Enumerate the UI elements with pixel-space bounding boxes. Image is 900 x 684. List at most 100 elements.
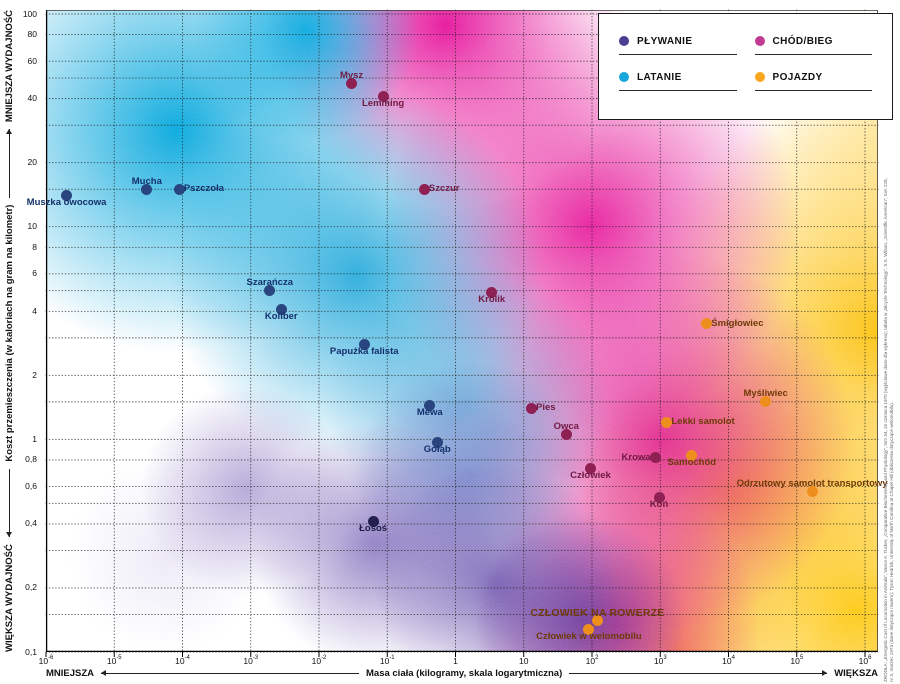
data-point: Śmigłowiec [701,318,764,330]
data-point-label: Śmigłowiec [711,317,764,329]
data-point-label: Koliber [264,310,298,322]
data-point-label: Łosoś [359,523,388,535]
legend-label: LATANIE [637,71,682,83]
data-point-label: Samochód [667,456,717,468]
legend-item-pojazdy: POJAZDY [754,64,872,91]
data-point-label: Muszka owocowa [26,197,107,209]
x-axis-max-direction-label: WIĘKSZA [834,667,879,679]
x-tick-label: 105 [790,655,804,666]
data-point: Krowa [622,452,661,464]
y-tick-label: 80 [27,29,37,40]
x-tick-label: 106 [858,655,872,666]
y-axis-tick-labels: 100 80 60 40 20 10 8 6 4 2 1 0,8 0,6 0,4 0,2 0,1 [0,8,44,656]
data-point: Koliber [265,303,298,321]
data-point: Pies [526,402,556,414]
data-point: Szarańcza [247,278,293,297]
y-tick-label: 40 [27,93,37,104]
data-point-label: Mysz [339,70,364,82]
data-point: Człowiek w welomobilu [536,623,642,641]
x-tick-label: 10-2 [311,655,327,666]
legend-item-latanie: LATANIE [619,64,737,91]
data-point-label: CZŁOWIEK NA ROWERZE [530,607,665,620]
legend-dot-icon [619,72,629,82]
data-point-label: Człowiek [570,469,611,481]
data-point: Owca [554,422,579,441]
right-arrow-icon [569,670,828,676]
data-point-label: Odrzutowy samolot transportowy [736,477,888,489]
legend-label: POJAZDY [772,71,823,83]
x-tick-label: 10-6 [38,655,54,666]
y-tick-label: 0,6 [25,481,37,491]
data-point: Papużka falista [330,338,399,356]
data-point: CZŁOWIEK NA ROWERZE [530,608,664,627]
y-tick-label: 8 [32,241,37,252]
x-tick-label: 102 [585,655,599,666]
data-point: Lemming [362,90,404,108]
x-tick-label: 1 [453,656,458,666]
legend-dot-icon [754,72,765,82]
y-tick-label: 6 [32,268,37,279]
data-point-label: Papużka falista [329,345,399,357]
data-point: Muszka owocowa [27,190,106,208]
y-tick-label: 1 [32,433,37,444]
data-point-label: Pszczoła [183,183,225,195]
x-tick-label: 10-1 [379,655,395,666]
y-tick-label: 0,1 [25,646,37,657]
data-point: Gołąb [424,436,451,454]
data-point-label: Szarańcza [246,277,294,289]
data-point: Myśliwiec [743,389,788,408]
data-point-label: Mucha [131,175,162,187]
x-axis-label: Masa ciała (kilogramy, skala logarytmicz… [366,667,563,679]
y-tick-label: 4 [32,305,37,316]
x-tick-label: 10-4 [175,655,190,666]
x-tick-label: 103 [653,655,667,666]
data-point: Królik [478,287,505,305]
data-point: Koń [650,492,668,510]
source-attribution: ŹRÓDŁA: „Energetic Cost of Locomotion in… [883,178,894,682]
legend-dot-icon [754,36,765,46]
x-axis-min-direction-label: MNIEJSZA [46,667,95,679]
legend: PŁYWANIE CHÓD/BIEG LATANIE POJAZDY [598,13,893,120]
y-tick-label: 10 [27,221,37,232]
data-point-label: Krowa [621,451,651,463]
data-point-label: Człowiek w welomobilu [536,630,642,642]
data-point: Lekki samolot [661,416,735,428]
data-point: Samochód [668,449,716,467]
legend-dot-icon [619,36,629,46]
data-point-label: Pies [536,402,556,414]
data-point-label: Owca [553,421,579,433]
legend-item-chod-bieg: CHÓD/BIEG [754,28,872,55]
x-tick-label: 10-5 [106,655,122,666]
data-point-label: Gołąb [423,443,451,455]
data-point-label: Myśliwiec [743,388,788,400]
data-points-layer: Muszka owocowa Mucha Pszczoła Szarańcza Koli… [27,10,888,652]
y-tick-label: 0,2 [25,582,37,593]
data-point: Mucha [132,176,162,195]
data-point-label: Szczur [428,183,460,195]
data-point-label: Mewa [416,406,443,418]
data-point: Szczur [418,183,460,195]
x-axis-title: MNIEJSZA Masa ciała (kilogramy, skala lo… [46,666,878,680]
data-point-label: Królik [478,294,506,306]
legend-label: PŁYWANIE [637,35,693,47]
y-tick-label: 0,8 [25,454,37,465]
x-axis-tick-labels: 10-6 10-5 10-4 10-3 10-2 10-1 1 10 102 103 104 105 1… [39,652,878,670]
x-tick-label: 10 [519,656,529,666]
y-tick-label: 0,4 [25,518,37,529]
data-point-label: Lemming [361,97,405,109]
data-point-label: Lekki samolot [671,416,735,428]
y-tick-label: 20 [27,157,37,168]
data-point: Pszczoła [173,183,224,195]
left-arrow-icon [101,670,359,676]
data-point: Człowiek [570,462,611,480]
x-tick-label: 10-3 [243,655,259,666]
y-tick-label: 60 [27,55,37,66]
y-tick-label: 100 [22,8,37,19]
legend-item-plywanie: PŁYWANIE [619,28,737,55]
grid [45,9,879,657]
data-point: Łosoś [359,516,387,534]
y-tick-label: 2 [32,369,37,380]
data-point: Mewa [417,399,443,417]
data-point: Mysz [340,71,363,90]
